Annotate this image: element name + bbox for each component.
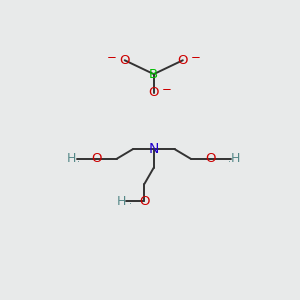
Text: ·: ·: [77, 157, 80, 167]
Text: N: N: [148, 142, 159, 156]
Text: −: −: [161, 83, 171, 96]
Text: −: −: [107, 51, 117, 64]
Text: B: B: [149, 68, 158, 81]
Text: O: O: [178, 54, 188, 67]
Text: O: O: [92, 152, 102, 165]
Text: O: O: [119, 54, 130, 67]
Text: −: −: [190, 51, 200, 64]
Text: O: O: [148, 86, 159, 99]
Text: O: O: [206, 152, 216, 165]
Text: ·: ·: [128, 199, 131, 209]
Text: H: H: [231, 152, 240, 165]
Text: H: H: [116, 195, 126, 208]
Text: H: H: [67, 152, 76, 165]
Text: O: O: [139, 195, 150, 208]
Text: ·: ·: [228, 157, 231, 167]
